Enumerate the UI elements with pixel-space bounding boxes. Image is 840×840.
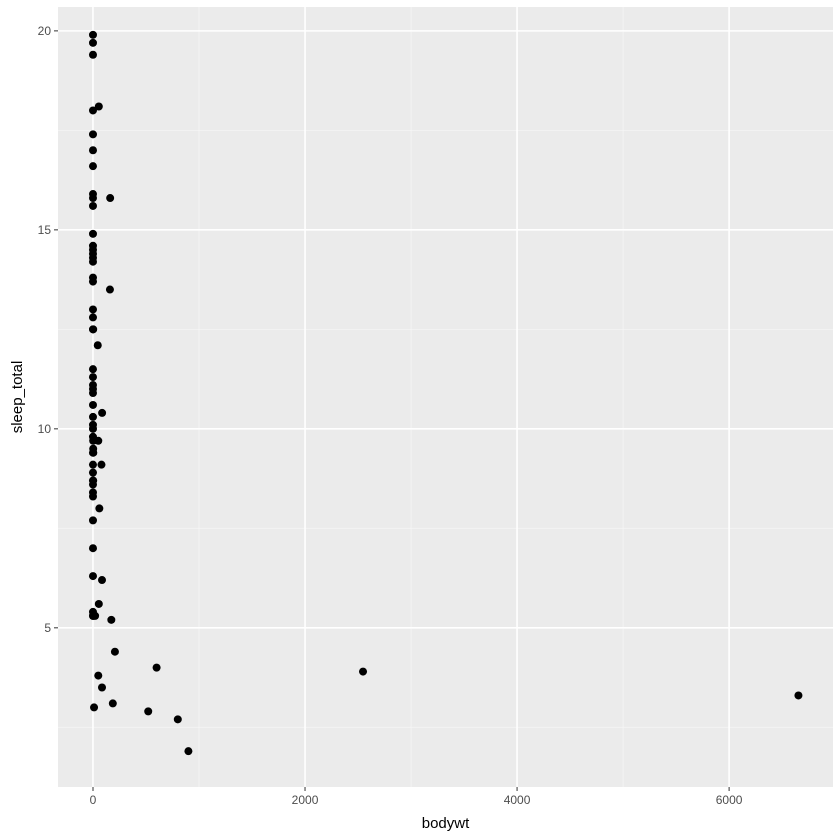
data-points xyxy=(88,30,803,756)
data-point xyxy=(110,647,119,656)
data-point xyxy=(88,106,97,115)
data-point xyxy=(88,516,97,525)
data-point xyxy=(88,38,97,47)
data-point xyxy=(97,460,106,469)
data-point xyxy=(94,671,103,680)
data-point xyxy=(88,313,97,322)
data-point xyxy=(88,229,97,238)
data-point xyxy=(95,504,104,513)
data-point xyxy=(94,599,103,608)
data-point xyxy=(88,468,97,477)
data-point xyxy=(105,285,114,294)
data-point xyxy=(88,50,97,59)
data-point xyxy=(359,667,368,676)
y-tick-label: 15 xyxy=(38,223,52,237)
data-point xyxy=(89,448,98,457)
axis-ticks: 0 2000 4000 6000 5 10 15 20 xyxy=(38,24,743,807)
data-point xyxy=(794,691,803,700)
data-point xyxy=(107,615,116,624)
data-point xyxy=(88,373,97,382)
data-point xyxy=(88,257,97,266)
x-tick-label: 2000 xyxy=(292,793,319,807)
data-point xyxy=(88,365,97,374)
data-point xyxy=(88,30,97,39)
data-point xyxy=(152,663,161,672)
y-tick-label: 10 xyxy=(38,422,52,436)
data-point xyxy=(88,194,97,203)
data-point xyxy=(88,277,97,286)
x-tick-label: 0 xyxy=(90,793,97,807)
data-point xyxy=(88,412,97,421)
data-point xyxy=(106,194,115,203)
plot-panel xyxy=(58,7,833,787)
data-point xyxy=(89,476,98,485)
data-point xyxy=(88,572,97,581)
data-point xyxy=(173,715,182,724)
data-point xyxy=(88,201,97,210)
data-point xyxy=(108,699,117,708)
data-point xyxy=(88,130,97,139)
x-tick-label: 6000 xyxy=(716,793,743,807)
data-point xyxy=(97,683,106,692)
data-point xyxy=(91,611,100,620)
major-gridlines xyxy=(58,7,833,787)
y-tick-label: 20 xyxy=(38,24,52,38)
minor-gridlines xyxy=(58,7,833,787)
data-point xyxy=(94,102,103,111)
data-point xyxy=(94,436,103,445)
data-point xyxy=(88,460,97,469)
data-point xyxy=(88,389,97,398)
x-axis-title: bodywt xyxy=(422,815,470,832)
data-point xyxy=(88,162,97,171)
data-point xyxy=(184,747,193,756)
data-point xyxy=(97,576,106,585)
data-point xyxy=(98,408,107,417)
data-point xyxy=(88,146,97,155)
y-tick-label: 5 xyxy=(44,621,51,635)
data-point xyxy=(88,544,97,553)
data-point xyxy=(93,341,102,350)
data-point xyxy=(89,325,98,334)
y-axis-title: sleep_total xyxy=(9,361,26,434)
data-point xyxy=(88,305,97,314)
data-point xyxy=(90,703,99,712)
data-point xyxy=(88,492,97,501)
x-tick-label: 4000 xyxy=(504,793,531,807)
data-point xyxy=(88,424,97,433)
data-point xyxy=(88,400,97,409)
data-point xyxy=(144,707,153,716)
